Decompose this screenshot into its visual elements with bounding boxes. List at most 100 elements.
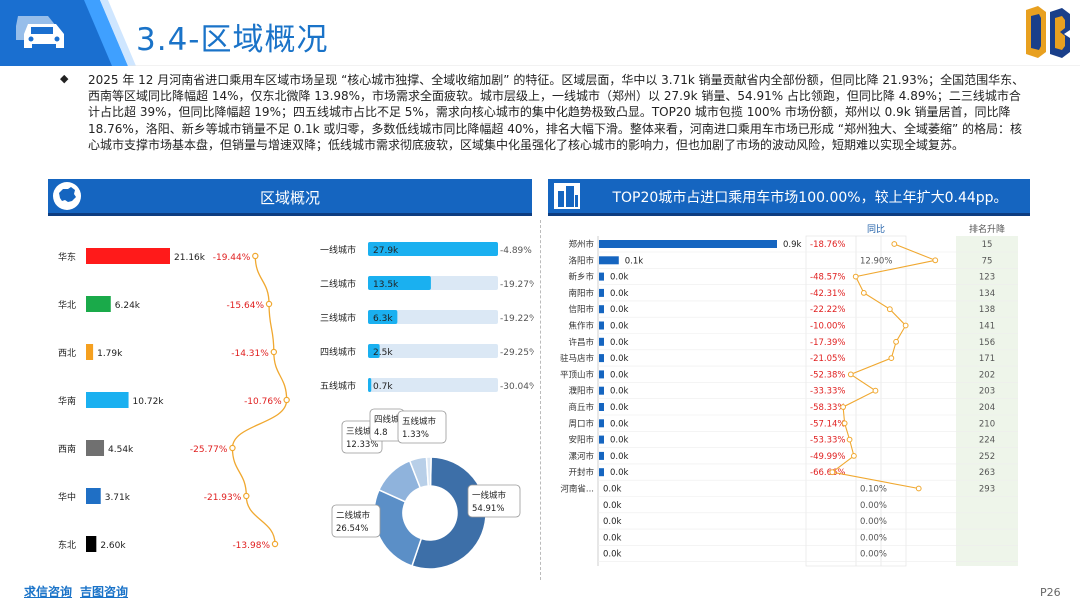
region-label: 华南 [58,395,76,407]
region-bar [86,296,111,312]
donut-label-bubble [467,484,521,518]
city-yoy-label: -17.39% [810,338,845,348]
region-yoy-label: -25.77% [190,445,228,455]
city-bar [599,321,604,330]
rank-header: 排名升降 [969,223,1005,235]
city-value-label: 0.0k [610,419,629,429]
city-value-label: 0.0k [603,485,622,495]
building-icon [554,183,580,209]
tier-bar-track [368,310,498,324]
region-bar [86,536,97,552]
city-yoy-label: 0.00% [860,550,887,560]
city-yoy-label: -22.22% [810,305,845,315]
tier-bar [368,276,431,290]
city-value-label: 0.0k [610,452,629,462]
region-yoy-point [270,348,278,356]
region-yoy-point [229,444,236,452]
region-yoy-point [265,300,273,308]
city-rank-label: 204 [979,403,995,413]
tier-value-label: 27.9k [373,246,399,256]
tier-label: 四线城市 [320,346,356,358]
city-yoy-point [841,420,848,427]
city-yoy-point [829,469,836,476]
right-panel-header [548,179,1030,213]
city-rank-label: 252 [979,452,995,462]
tier-value-label: 0.7k [373,382,393,392]
region-bar [86,392,129,408]
region-bar [86,488,101,504]
city-yoy-point [850,453,857,459]
footer-link-jitu[interactable]: 吉图咨询 [80,585,129,599]
city-yoy-point [847,371,854,378]
city-rank-label: 15 [982,240,993,250]
city-label: 周口市 [568,418,594,429]
city-yoy-line [830,243,938,490]
city-label: 新乡市 [568,272,594,283]
city-rank-label: 293 [979,485,995,495]
yoy-header: 同比 [867,223,885,235]
city-value-label: 0.0k [610,354,629,364]
city-value-label: 0.0k [610,403,629,413]
city-yoy-label: -58.33% [810,403,845,413]
city-value-label: 0.0k [610,273,629,283]
city-value-label: 0.0k [603,550,622,560]
region-value-label: 4.54k [108,445,134,455]
donut-value-label: 4.8 [374,428,388,438]
donut-value-label: 12.33% [346,440,378,450]
donut-category-label: 一线城市 [472,490,507,501]
region-bar [86,248,170,264]
tier-label: 二线城市 [320,278,356,290]
region-yoy-point [283,396,290,404]
city-yoy-label: -48.57% [810,273,845,283]
city-label: 南阳市 [568,288,594,299]
region-yoy-point [252,252,259,260]
tier-value-label: 2.5k [373,348,393,358]
tier-value-label: 6.3k [373,314,393,324]
region-yoy-label: -21.93% [204,493,242,503]
region-value-label: 2.60k [100,541,126,551]
city-label: 郑州市 [568,239,594,250]
city-yoy-point [891,241,898,247]
city-yoy-point [886,306,893,313]
donut-slice [425,456,432,487]
city-yoy-label: 0.00% [860,533,887,543]
donut-value-label: 54.91% [472,504,504,514]
city-value-label: 0.0k [610,338,629,348]
region-value-label: 21.16k [174,253,206,263]
city-label: 漯河市 [568,451,594,462]
city-bar [599,386,604,395]
tier-bar-chart: 一线城市 27.9k -4.89% 二线城市 13.5k -19.27% 三线城市 6.3k -… [320,242,534,392]
city-yoy-point [915,485,922,492]
region-label: 华北 [58,299,76,311]
region-value-label: 6.24k [115,301,141,311]
tier-yoy-label: -19.27% [500,280,534,290]
region-bar [86,440,105,456]
city-yoy-point [932,257,939,264]
city-yoy-label: -10.00% [810,322,845,332]
city-label: 平顶山市 [560,369,595,380]
region-value-label: 3.71k [105,493,131,503]
city-label: 驻马店市 [560,353,595,364]
donut-category-label: 三线城市 [346,426,381,437]
donut-slice [373,488,423,567]
city-bar [599,305,604,314]
city-bar [599,354,604,363]
city-label: 洛阳市 [568,255,594,266]
city-yoy-point [852,273,859,280]
city-value-label: 0.0k [603,517,622,527]
region-yoy-label: -13.98% [232,541,270,551]
city-bar [599,337,604,346]
tier-yoy-label: -19.22% [500,314,534,324]
city-value-label: 0.0k [610,370,629,380]
donut-value-label: 26.54% [336,524,368,534]
region-yoy-point [271,540,279,548]
china-map-icon [53,182,81,210]
page-title: 3.4-区域概况 [136,22,329,58]
city-yoy-label: 0.00% [860,501,887,511]
region-label: 西北 [58,348,76,359]
region-label: 华东 [58,251,76,263]
city-rank-label: 224 [979,436,995,446]
tier-bar-track [368,344,498,358]
city-value-label: 0.0k [610,468,629,478]
footer-link-qiuxin[interactable]: 求信咨询 [24,585,73,599]
